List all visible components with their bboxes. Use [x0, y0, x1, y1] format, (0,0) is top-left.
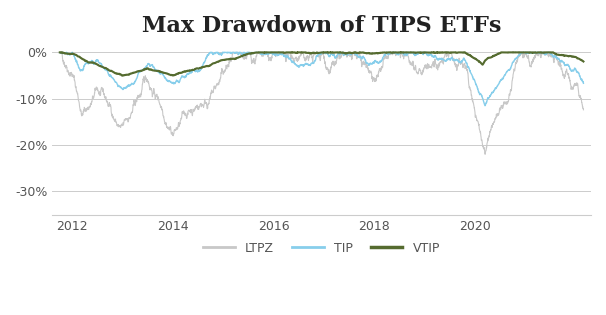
Legend: LTPZ, TIP, VTIP: LTPZ, TIP, VTIP [198, 237, 445, 260]
Title: Max Drawdown of TIPS ETFs: Max Drawdown of TIPS ETFs [142, 15, 501, 37]
